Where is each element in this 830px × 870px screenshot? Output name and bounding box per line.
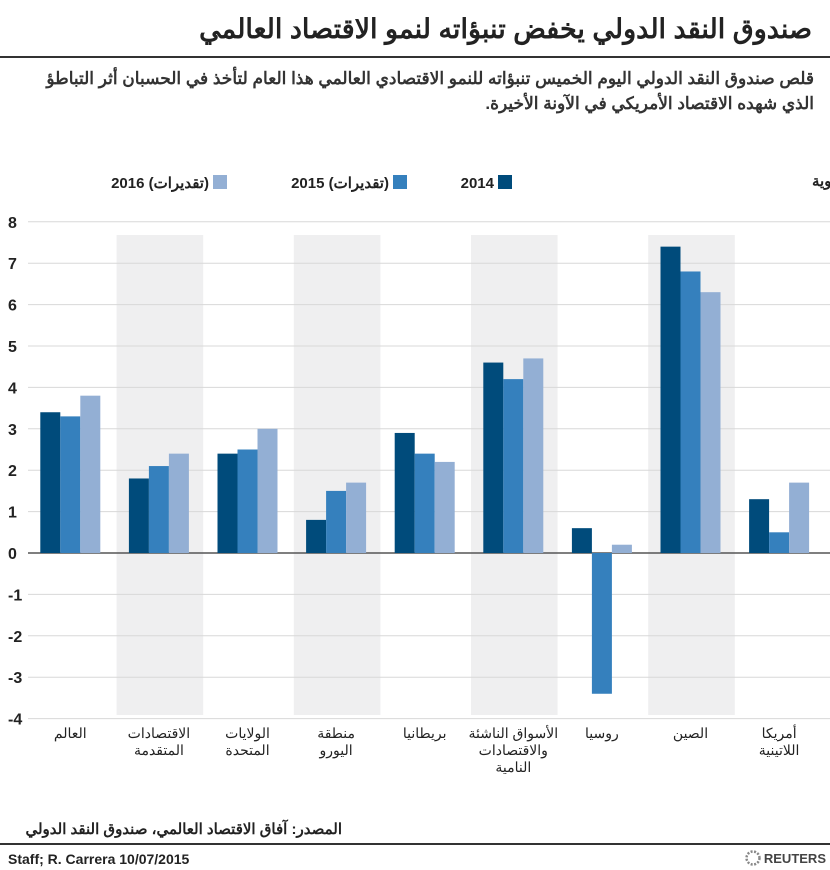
y-tick-label: 4 [8,380,17,397]
legend-label: 2015 (تقديرات) [291,175,389,192]
divider [0,843,830,845]
x-tick-label: منطقة [317,725,355,741]
bar-2015 [591,553,612,694]
bar-2015 [414,453,435,553]
x-tick-label: النامية [495,759,531,775]
logo-text: REUTERS [763,850,826,866]
bar-2016 [434,461,455,553]
x-tick-label: بريطانيا [403,725,447,742]
bar-2016 [789,482,810,553]
bar-2016 [700,292,721,553]
bar-2014 [394,432,415,553]
y-tick-label: -3 [8,670,22,687]
bar-2015 [60,416,81,553]
x-tick-label: الولايات [225,725,270,742]
y-axis-label: النمو، التغير بالنسبة المئوية [812,173,830,190]
bar-2015 [769,532,790,553]
chart-title: صندوق النقد الدولي يخفض تنبؤاته لنمو الا… [199,14,812,44]
x-tick-label: المتقدمة [134,742,184,758]
y-tick-label: 5 [8,339,17,356]
credit: Staff; R. Carrera 10/07/2015 [8,851,190,867]
y-tick-label: 7 [8,256,17,273]
x-tick-label: الصين [673,725,708,742]
bar-2016 [80,395,101,553]
bar-2014 [40,412,61,553]
y-tick-label: 6 [8,298,17,315]
bar-2015 [503,379,524,553]
bar-2015 [326,490,347,553]
legend-label: 2016 (تقديرات) [111,175,209,192]
legend-swatch [393,175,407,189]
bar-2016 [523,358,544,553]
bar-2015 [148,466,169,553]
y-tick-label: 0 [8,546,17,563]
reuters-logo: REUTERS [745,850,826,866]
y-tick-label: -1 [8,587,22,604]
bar-2014 [128,478,149,553]
bar-2016 [346,482,367,553]
bar-2014 [217,453,238,553]
bar-2015 [680,271,701,553]
x-tick-label: أمريكا [762,723,797,742]
reuters-dots-icon [745,850,761,866]
y-tick-label: 8 [8,215,17,232]
bar-2014 [571,528,592,553]
category-band [293,235,381,715]
bar-2014 [660,246,681,553]
y-tick-label: -2 [8,629,22,646]
x-tick-label: اليورو [319,742,353,759]
x-tick-label: الأسواق الناشئة [469,724,559,742]
legend-swatch [213,175,227,189]
bar-2016 [168,453,189,553]
divider [0,56,830,58]
y-tick-label: 3 [8,422,17,439]
x-tick-label: اللاتينية [759,742,800,758]
legend-label: 2014 [461,175,495,192]
source-note: المصدر: آفاق الاقتصاد العالمي، صندوق الن… [25,821,342,838]
bar-2015 [237,449,258,553]
bar-2014 [306,519,327,553]
y-tick-label: 2 [8,463,17,480]
x-tick-label: الاقتصادات [128,725,191,741]
y-tick-label: -4 [8,712,22,729]
y-tick-label: 1 [8,505,17,522]
bar-2016 [611,544,632,553]
x-tick-label: المتحدة [225,742,269,758]
bar-2014 [749,499,770,553]
x-tick-label: روسيا [585,725,619,742]
bar-2016 [257,428,278,553]
bar-chart: 8 7 6 5 4 3 2 1 0 -1 -2 -3 -4 العالم الاقتصاداتالمتقدم… [8,173,830,775]
legend-swatch [498,175,512,189]
x-tick-label: العالم [54,725,87,742]
x-tick-label: والاقتصادات [479,742,548,759]
chart-subtitle: قلص صندوق النقد الدولي اليوم الخميس تنبؤ… [46,69,814,113]
bar-2014 [483,362,504,553]
